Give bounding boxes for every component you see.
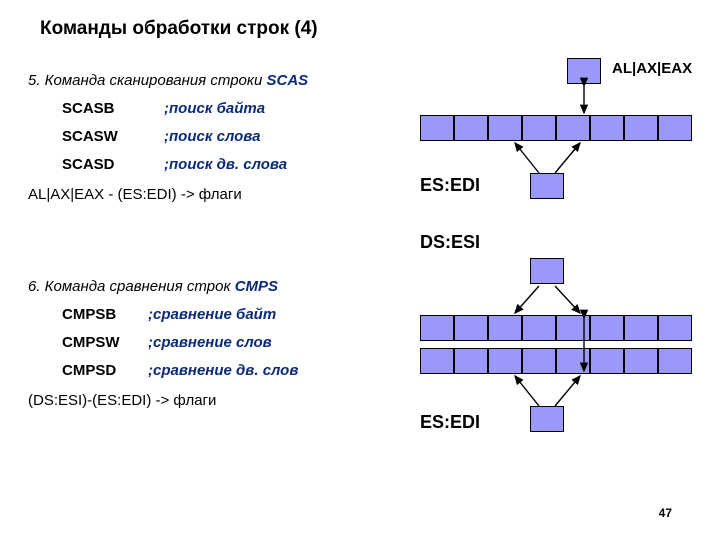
- section5-item-1: SCASW;поиск слова: [62, 128, 260, 145]
- section5-heading-text: 5. Команда сканирования строки: [28, 72, 266, 89]
- section6-note: (DS:ESI)-(ES:EDI) -> флаги: [28, 392, 216, 409]
- diagram-cell: [420, 348, 454, 374]
- diagram-cell: [590, 348, 624, 374]
- diagram-cell: [658, 348, 692, 374]
- section5-comment-0: ;поиск байта: [164, 100, 265, 117]
- diagram-cell: [522, 348, 556, 374]
- diagram-cell: [420, 115, 454, 141]
- section6-item-2: CMPSD;сравнение дв. слов: [62, 362, 298, 379]
- diagram-bot-small-top: [530, 258, 564, 284]
- section5-cmd-1: SCASW: [62, 128, 164, 145]
- section6-heading-text: 6. Команда сравнения строк: [28, 278, 235, 295]
- section6-heading-cmd: CMPS: [235, 278, 278, 295]
- diagram-top-row: [420, 115, 692, 141]
- label-es-edi-bot: ES:EDI: [420, 412, 480, 433]
- diagram-bot-row1: [420, 315, 692, 341]
- diagram-cell: [454, 115, 488, 141]
- diagram-top-single-cell: [567, 58, 601, 84]
- section5-note: AL|AX|EAX - (ES:EDI) -> флаги: [28, 186, 242, 203]
- diagram-cell: [522, 115, 556, 141]
- diagram-cell: [488, 115, 522, 141]
- diagram-cell: [556, 115, 590, 141]
- slide: Команды обработки строк (4) 5. Команда с…: [0, 0, 720, 540]
- diagram-cell: [590, 315, 624, 341]
- label-ds-esi: DS:ESI: [420, 232, 480, 253]
- diagram-cell: [556, 348, 590, 374]
- section6-item-0: CMPSB;сравнение байт: [62, 306, 276, 323]
- diagram-cell: [488, 348, 522, 374]
- diagram-cell: [522, 315, 556, 341]
- section6-cmd-1: CMPSW: [62, 334, 148, 351]
- section6-heading: 6. Команда сравнения строк CMPS: [28, 278, 278, 295]
- section5-cmd-0: SCASB: [62, 100, 164, 117]
- section6-comment-0: ;сравнение байт: [148, 306, 276, 323]
- section6-cmd-2: CMPSD: [62, 362, 148, 379]
- section5-comment-1: ;поиск слова: [164, 128, 260, 145]
- diagram-cell: [624, 315, 658, 341]
- diagram-cell: [488, 315, 522, 341]
- diagram-cell: [590, 115, 624, 141]
- diagram-cell: [556, 315, 590, 341]
- label-es-edi-top: ES:EDI: [420, 175, 480, 196]
- section6-cmd-0: CMPSB: [62, 306, 148, 323]
- diagram-cell: [454, 348, 488, 374]
- diagram-cell: [454, 315, 488, 341]
- slide-title: Команды обработки строк (4): [40, 18, 318, 40]
- diagram-cell: [420, 315, 454, 341]
- section6-item-1: CMPSW;сравнение слов: [62, 334, 272, 351]
- diagram-bot-small-bot: [530, 406, 564, 432]
- section5-item-0: SCASB;поиск байта: [62, 100, 265, 117]
- diagram-cell: [624, 115, 658, 141]
- page-number: 47: [659, 506, 672, 520]
- diagram-cell: [658, 115, 692, 141]
- diagram-top-small-cell: [530, 173, 564, 199]
- diagram-cell: [658, 315, 692, 341]
- section6-comment-1: ;сравнение слов: [148, 334, 272, 351]
- section5-item-2: SCASD;поиск дв. слова: [62, 156, 287, 173]
- label-al-ax-eax: AL|AX|EAX: [612, 60, 692, 77]
- section5-heading-cmd: SCAS: [266, 72, 308, 89]
- section5-heading: 5. Команда сканирования строки SCAS: [28, 72, 308, 89]
- section5-cmd-2: SCASD: [62, 156, 164, 173]
- section6-comment-2: ;сравнение дв. слов: [148, 362, 298, 379]
- diagram-bot-row2: [420, 348, 692, 374]
- section5-comment-2: ;поиск дв. слова: [164, 156, 287, 173]
- diagram-cell: [624, 348, 658, 374]
